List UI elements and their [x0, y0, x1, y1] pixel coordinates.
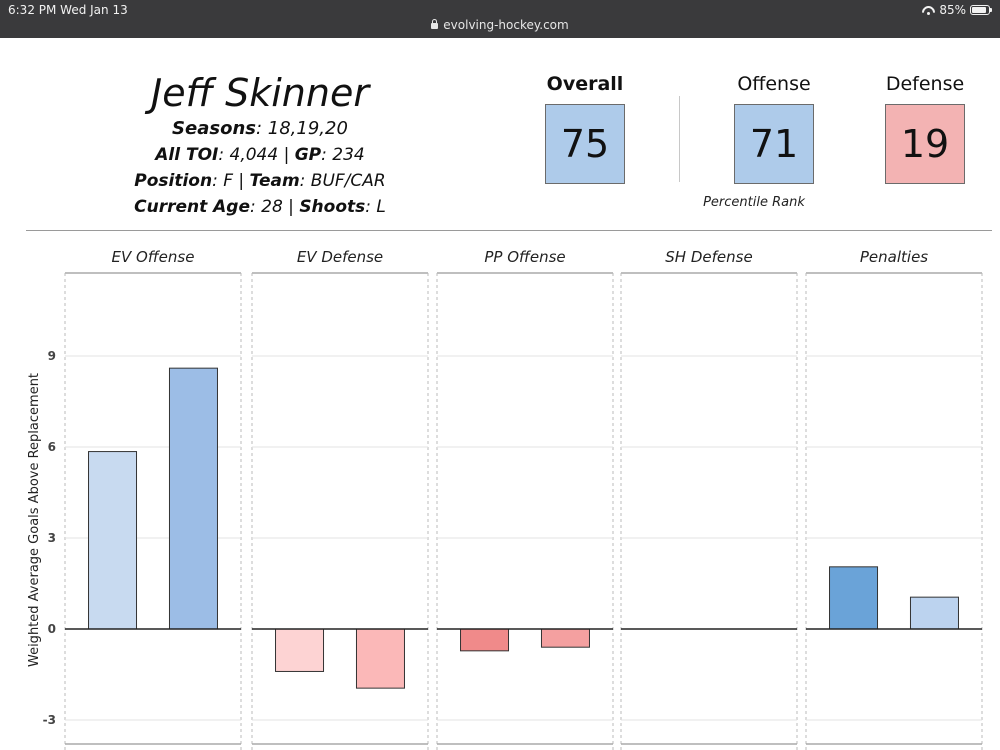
y-tick-label: -3	[43, 713, 56, 727]
player-info: Jeff Skinner Seasons: 18,19,20 All TOI: …	[90, 70, 430, 220]
gar-chart-svg: EV Offense EV Defense PP Offense SH Defense…	[27, 248, 983, 750]
battery-icon	[970, 5, 992, 15]
facet-title-ev-offense: EV Offense	[112, 248, 195, 266]
seasons-label: Seasons	[172, 118, 256, 139]
seasons-line: Seasons: 18,19,20	[90, 116, 430, 142]
bar-penalties-2	[909, 596, 959, 630]
battery-percent: 85%	[939, 3, 966, 17]
offense-label: Offense	[737, 73, 811, 95]
url-bar[interactable]: evolving-hockey.com	[0, 18, 1000, 32]
toi-label: All TOI	[155, 145, 219, 165]
y-tick-label: 6	[48, 440, 56, 454]
toi-value: : 4,044 |	[218, 145, 295, 165]
gp-value: : 234	[321, 145, 365, 165]
shoots-value: : L	[365, 197, 386, 217]
team-value: : BUF/CAR	[299, 171, 386, 191]
gp-label: GP	[294, 145, 322, 165]
lock-icon	[431, 19, 439, 29]
header-divider	[26, 230, 992, 231]
overall-label: Overall	[546, 73, 624, 95]
facet-title-ev-defense: EV Defense	[297, 248, 383, 266]
facet-title-sh-defense: SH Defense	[665, 248, 752, 266]
bar-ev-offense-2	[168, 367, 218, 630]
team-label: Team	[249, 171, 300, 191]
y-tick-label: 9	[48, 349, 56, 363]
bar-penalties-1	[829, 566, 879, 630]
player-name: Jeff Skinner	[151, 71, 369, 115]
bar-ev-defense-2	[355, 628, 405, 689]
position-label: Position	[134, 171, 213, 191]
percentile-rank-caption: Percentile Rank	[703, 195, 805, 210]
facet-title-penalties: Penalties	[860, 248, 928, 266]
ratings-divider	[679, 96, 680, 182]
wifi-icon	[922, 6, 935, 15]
url-text: evolving-hockey.com	[443, 18, 569, 32]
y-tick-label: 3	[48, 531, 56, 545]
defense-value-box: 19	[885, 104, 965, 184]
defense-label: Defense	[885, 73, 965, 95]
toi-line: All TOI: 4,044 | GP: 234	[90, 142, 430, 168]
overall-value-box: 75	[545, 104, 625, 184]
status-indicators: 85%	[922, 3, 992, 17]
gar-chart: EV Offense EV Defense PP Offense SH Defense…	[0, 240, 1000, 750]
bar-pp-offense-1	[460, 628, 510, 652]
position-value: : F |	[212, 171, 250, 191]
position-line: Position: F | Team: BUF/CAR	[90, 168, 430, 194]
shoots-label: Shoots	[299, 197, 366, 217]
facet-title-pp-offense: PP Offense	[484, 248, 565, 266]
y-axis-label: Weighted Average Goals Above Replacement	[27, 373, 42, 667]
bar-ev-offense-1	[88, 451, 138, 630]
bar-pp-offense-2	[540, 628, 590, 648]
offense-rating: Offense 71	[724, 72, 824, 184]
age-label: Current Age	[134, 197, 250, 217]
defense-rating: Defense 19	[875, 72, 975, 184]
status-time: 6:32 PM Wed Jan 13	[8, 3, 128, 17]
seasons-value: : 18,19,20	[255, 118, 348, 139]
overall-rating: Overall 75	[535, 72, 635, 184]
bar-ev-defense-1	[275, 628, 325, 672]
age-line: Current Age: 28 | Shoots: L	[90, 194, 430, 220]
status-bar: 6:32 PM Wed Jan 13 evolving-hockey.com 8…	[0, 0, 1000, 38]
age-value: : 28 |	[250, 197, 300, 217]
y-tick-label: 0	[48, 622, 56, 636]
offense-value-box: 71	[734, 104, 814, 184]
